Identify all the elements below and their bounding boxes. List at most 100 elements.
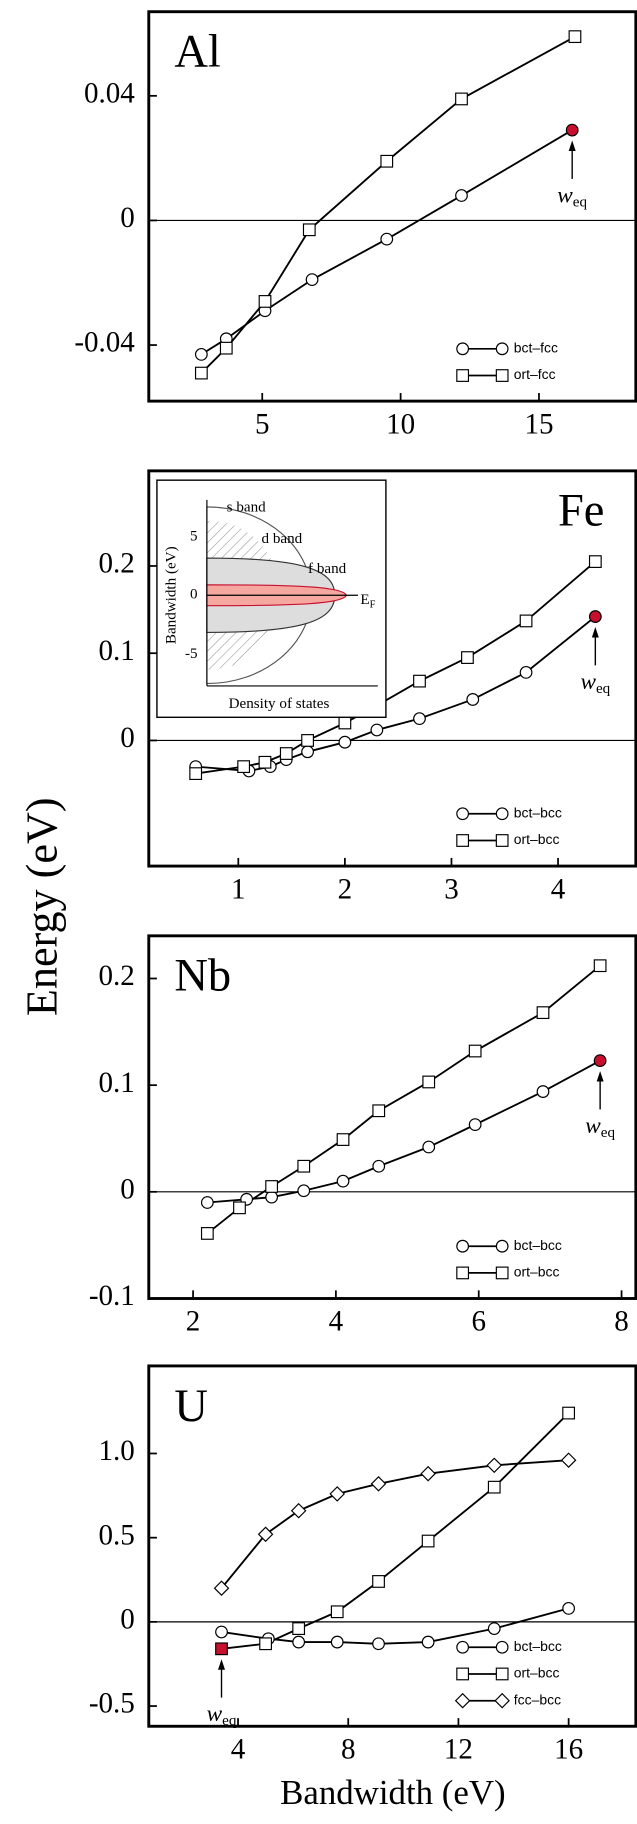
- marker: [588, 610, 602, 623]
- legend-label: ort–fcc: [514, 366, 556, 382]
- legend-marker: [495, 834, 509, 847]
- annotation: weq: [557, 183, 587, 211]
- marker: [372, 1159, 386, 1173]
- legend-marker: [456, 1640, 470, 1654]
- legend-label: bct–bcc: [514, 804, 562, 820]
- annotation: weq: [580, 669, 610, 697]
- annotation-text: w: [207, 1702, 223, 1728]
- fermi-label: EF: [360, 593, 375, 612]
- marker: [336, 1174, 350, 1188]
- marker: [420, 1465, 436, 1482]
- frame: [147, 1364, 637, 1728]
- annotation-sub: eq: [596, 681, 611, 697]
- marker: [258, 295, 272, 308]
- marker: [233, 1201, 246, 1215]
- legend-marker: [456, 1239, 470, 1253]
- marker: [194, 347, 208, 361]
- marker: [219, 341, 233, 355]
- y-tick-label: 0.5: [99, 1519, 135, 1551]
- marker: [370, 1475, 387, 1492]
- x-tick-label: 3: [444, 873, 459, 905]
- legend-label: bct–bcc: [514, 1237, 562, 1253]
- legend-marker: [456, 342, 470, 356]
- legend-marker: [494, 1692, 510, 1709]
- marker: [372, 1104, 386, 1118]
- marker: [338, 716, 352, 730]
- marker: [189, 767, 203, 780]
- legend-marker: [495, 1239, 509, 1253]
- marker: [297, 1184, 311, 1198]
- marker: [330, 1605, 344, 1619]
- annotation: weq: [585, 1113, 615, 1141]
- legend-marker: [454, 1692, 471, 1709]
- marker: [421, 1534, 435, 1548]
- marker: [536, 1006, 550, 1020]
- x-tick-label: 15: [524, 408, 553, 440]
- marker: [422, 1075, 436, 1089]
- x-tick-label: 4: [231, 1734, 246, 1766]
- marker: [560, 1452, 577, 1469]
- legend-label: ort–bcc: [514, 1665, 560, 1681]
- y-tick-label: -0.04: [74, 327, 135, 359]
- marker: [259, 1637, 272, 1651]
- inset-tick: 0: [190, 587, 198, 603]
- fermi-sub: F: [370, 600, 376, 611]
- legend-marker: [495, 1640, 509, 1654]
- legend-marker: [495, 807, 509, 821]
- marker: [413, 712, 426, 726]
- annotation-sub: eq: [573, 195, 588, 211]
- marker: [200, 1227, 214, 1240]
- inset-label: s band: [227, 500, 266, 516]
- annotation-arrowhead: [218, 1659, 226, 1670]
- fermi-text: E: [360, 593, 369, 609]
- panel-title: Fe: [558, 486, 604, 537]
- marker: [237, 760, 251, 774]
- panel-title: Nb: [174, 951, 231, 1002]
- marker: [519, 614, 533, 628]
- x-tick-label: 10: [386, 408, 415, 440]
- marker: [200, 1196, 214, 1209]
- marker: [265, 1180, 279, 1193]
- legend-label: bct–bcc: [514, 1638, 562, 1654]
- marker: [468, 1118, 482, 1132]
- marker: [279, 747, 293, 760]
- inset: s band d band f band EF Bandwidth (eV) D…: [156, 479, 387, 718]
- marker: [213, 1580, 230, 1596]
- series-line: [221, 1412, 570, 1650]
- annotation-text: w: [580, 669, 596, 695]
- y-tick-label: 0.2: [99, 960, 135, 992]
- legend-marker: [456, 1266, 470, 1280]
- annotation-arrowhead: [596, 1071, 604, 1082]
- annotation-text: w: [557, 183, 573, 209]
- inset-label: d band: [262, 531, 303, 547]
- series-line: [207, 1059, 601, 1204]
- marker: [329, 1486, 346, 1502]
- x-tick-label: 1: [231, 873, 246, 905]
- inset-y-label: Bandwidth (eV): [164, 546, 180, 644]
- x-tick-label: 5: [255, 408, 270, 440]
- marker: [372, 1575, 385, 1588]
- x-tick-label: 2: [186, 1306, 201, 1338]
- marker: [338, 735, 352, 749]
- legend-marker: [456, 807, 470, 821]
- marker: [455, 92, 468, 106]
- marker: [461, 651, 474, 664]
- y-tick-label: 0: [120, 202, 135, 234]
- x-tick-label: 2: [338, 873, 353, 905]
- marker: [593, 959, 607, 973]
- x-tick-label: 12: [444, 1734, 473, 1766]
- legend-label: ort–bcc: [514, 1264, 560, 1280]
- legend-marker: [495, 1667, 509, 1681]
- marker: [215, 1642, 228, 1656]
- y-tick-label: 0.1: [99, 1067, 135, 1099]
- marker: [372, 1637, 385, 1651]
- marker: [297, 1159, 311, 1173]
- inset-tick: -5: [185, 646, 198, 662]
- x-tick-label: 6: [471, 1306, 486, 1338]
- annotation-sub: eq: [601, 1125, 616, 1141]
- marker: [302, 223, 316, 237]
- legend-marker: [495, 342, 509, 356]
- panel-title: Al: [174, 27, 221, 78]
- marker: [336, 1133, 350, 1146]
